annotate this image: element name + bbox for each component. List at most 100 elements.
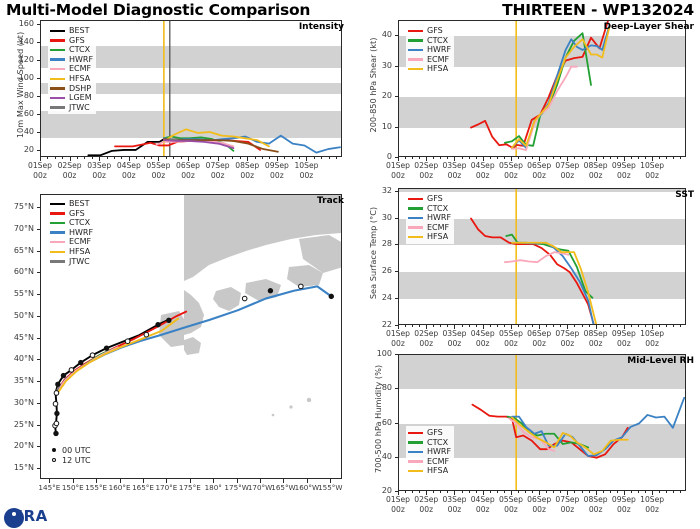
series-line-ecmf xyxy=(508,417,556,452)
track-marker-00utc xyxy=(328,293,334,300)
legend-swatch-jtwc xyxy=(50,260,65,263)
intensity-xtickmark xyxy=(99,157,101,161)
rh-panel-label: Mid-Level RH xyxy=(627,356,694,366)
intensity-xtick: 07Sep 00z xyxy=(196,161,240,180)
track-panel-label: Track xyxy=(317,196,344,206)
track-lat-tickmark xyxy=(37,250,40,252)
track-lat-tick: 15°N xyxy=(13,463,34,473)
track-lon-tickmark xyxy=(236,479,238,483)
rh-xtick: 03Sep 00z xyxy=(432,495,476,514)
legend-entry-jtwc: JTWC xyxy=(50,103,93,113)
landmass-0 xyxy=(184,195,341,281)
xtick-date: 05Sep xyxy=(498,495,523,504)
legend-swatch-ecmf xyxy=(408,460,423,463)
shear-xminortick xyxy=(503,157,505,159)
track-lat-tick: 50°N xyxy=(13,310,34,320)
shear-ytick: 10 xyxy=(381,121,392,131)
rh-xminortick xyxy=(525,491,527,493)
intensity-xminortick xyxy=(47,157,49,159)
intensity-ytick: 80 xyxy=(23,91,34,101)
sst-xminortick xyxy=(659,325,661,327)
legend-label-ctcx: CTCX xyxy=(427,203,449,213)
intensity-ytickmark xyxy=(37,131,40,133)
shear-xtick: 09Sep 00z xyxy=(602,161,646,180)
intensity-xminortick xyxy=(180,157,182,159)
shear-xminortick xyxy=(440,157,442,159)
shear-xtick: 08Sep 00z xyxy=(574,161,618,180)
xtick-hour: 00z xyxy=(560,338,575,348)
sst-xminortick xyxy=(588,325,590,327)
intensity-xminortick xyxy=(284,157,286,159)
intensity-xminortick xyxy=(128,157,130,159)
track-line-best xyxy=(54,318,170,435)
landmass-2 xyxy=(213,287,241,311)
intensity-ytick: 60 xyxy=(23,109,34,119)
xtick-hour: 00z xyxy=(532,504,546,514)
rh-xtick: 06Sep 00z xyxy=(517,495,561,514)
rh-xminortick xyxy=(454,491,456,493)
shear-panel-label: Deep-Layer Shear xyxy=(603,22,694,32)
sst-xminortick xyxy=(468,325,470,327)
rh-xtickmark xyxy=(454,491,456,495)
xtick-date: 06Sep xyxy=(176,161,201,170)
series-line-ctcx xyxy=(506,415,590,449)
track-lat-tick: 55°N xyxy=(13,289,34,299)
legend-label-ecmf: ECMF xyxy=(427,222,450,232)
legend-entry-ecmf: ECMF xyxy=(50,64,93,74)
xtick-hour: 00z xyxy=(588,170,603,180)
sst-xtick: 01Sep 00z xyxy=(376,329,420,348)
xtick-hour: 00z xyxy=(504,170,518,180)
rh-xminortick xyxy=(503,491,505,493)
track-marker-12utc xyxy=(89,352,96,358)
legend-label-gfs: GFS xyxy=(427,194,443,203)
intensity-xtickmark xyxy=(217,157,219,161)
track-marker-12utc xyxy=(143,331,150,338)
legend-swatch-ecmf xyxy=(408,226,423,229)
intensity-xminortick xyxy=(210,157,212,159)
intensity-xtick: 10Sep 00z xyxy=(284,161,328,180)
intensity-xminortick xyxy=(114,157,116,159)
track-lat-tickmark xyxy=(37,468,40,470)
xtick-date: 03Sep xyxy=(442,161,467,170)
xtick-hour: 00z xyxy=(617,504,631,514)
series-line-gfs xyxy=(470,217,595,324)
intensity-xminortick xyxy=(336,157,338,159)
xtick-date: 07Sep xyxy=(555,329,580,338)
rh-xtick: 02Sep 00z xyxy=(404,495,448,514)
rh-xminortick xyxy=(574,491,576,493)
legend-entry-ctcx: CTCX xyxy=(50,218,93,228)
rh-xminortick xyxy=(468,491,470,493)
rh-xminortick xyxy=(623,491,625,493)
rh-ytick: 40 xyxy=(381,451,392,461)
xtick-date: 08Sep xyxy=(583,329,608,338)
sst-xminortick xyxy=(666,325,668,327)
intensity-xminortick xyxy=(40,157,41,159)
sst-xminortick xyxy=(567,325,569,327)
xtick-hour: 00z xyxy=(645,504,659,514)
rh-xminortick xyxy=(673,491,675,493)
legend-label-gfs: GFS xyxy=(427,26,443,35)
shear-xminortick xyxy=(525,157,527,159)
intensity-xminortick xyxy=(158,157,160,159)
sst-xtickmark xyxy=(652,325,654,329)
sst-ytick: 30 xyxy=(381,212,392,222)
sst-xminortick xyxy=(412,325,414,327)
intensity-xtick: 04Sep 00z xyxy=(107,161,151,180)
sst-xminortick xyxy=(398,325,399,327)
sst-xminortick xyxy=(518,325,519,327)
shear-xtickmark xyxy=(426,157,428,161)
shear-ytickmark xyxy=(395,126,398,128)
intensity-xminortick xyxy=(136,157,138,159)
shear-xminortick xyxy=(412,157,414,159)
xtick-hour: 00z xyxy=(151,170,166,180)
series-line-hwrf xyxy=(511,241,595,324)
shear-xtick: 10Sep 00z xyxy=(630,161,674,180)
xtick-hour: 00z xyxy=(181,170,195,180)
shear-xminortick xyxy=(532,157,534,159)
legend-swatch-hwrf xyxy=(408,216,423,220)
track-marker-12utc xyxy=(52,401,59,407)
rh-xminortick xyxy=(666,491,668,493)
track-lat-tickmark xyxy=(37,359,40,361)
series-line-best xyxy=(87,138,165,156)
